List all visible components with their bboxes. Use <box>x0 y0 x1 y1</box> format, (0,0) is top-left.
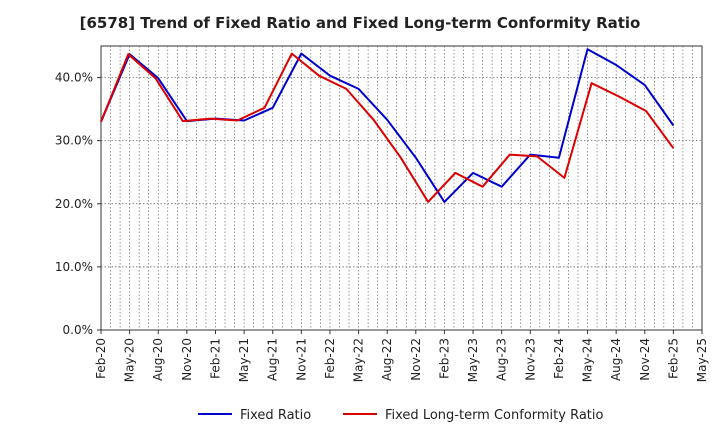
x-tick-label: Aug-24 <box>609 338 623 381</box>
y-tick-label: 20.0% <box>55 197 93 211</box>
x-tick-label: Feb-21 <box>208 338 222 379</box>
x-tick-label: May-23 <box>466 338 480 382</box>
y-tick-label: 10.0% <box>55 260 93 274</box>
y-axis: 0.0% 10.0% 20.0% 30.0% 40.0% <box>55 71 101 337</box>
x-tick-label: Aug-23 <box>495 338 509 381</box>
grid-lines <box>101 46 702 330</box>
x-tick-label: Nov-20 <box>180 338 194 381</box>
x-tick-label: Feb-23 <box>437 338 451 379</box>
x-tick-label: May-21 <box>237 338 251 382</box>
x-tick-label: Feb-25 <box>666 338 680 379</box>
x-tick-label: Aug-22 <box>380 338 394 381</box>
x-tick-label: May-22 <box>352 338 366 382</box>
series-line-2 <box>100 52 675 203</box>
x-tick-label: Nov-24 <box>638 338 652 381</box>
chart-title: [6578] Trend of Fixed Ratio and Fixed Lo… <box>79 14 641 32</box>
x-tick-label: Feb-24 <box>552 338 566 379</box>
y-tick-label: 40.0% <box>55 71 93 85</box>
plot-area <box>100 45 703 331</box>
y-tick-label: 0.0% <box>63 323 94 337</box>
series-lines <box>100 48 675 203</box>
x-tick-label: Aug-20 <box>151 338 165 381</box>
x-tick-label: May-20 <box>123 338 137 382</box>
legend-label-2: Fixed Long-term Conformity Ratio <box>385 408 604 423</box>
x-tick-label: Nov-22 <box>409 338 423 381</box>
x-tick-label: May-24 <box>581 338 595 382</box>
legend-label-1: Fixed Ratio <box>240 408 311 423</box>
x-tick-label: Nov-21 <box>294 338 308 381</box>
x-tick-label: Feb-22 <box>323 338 337 379</box>
x-axis: Feb-20 May-20 Aug-20 Nov-20 Feb-21 May-21 Aug-… <box>94 330 709 382</box>
y-tick-label: 30.0% <box>55 134 93 148</box>
x-tick-label: Nov-23 <box>523 338 537 381</box>
legend: Fixed Ratio Fixed Long-term Conformity Ra… <box>198 408 604 423</box>
x-tick-label: Aug-21 <box>266 338 280 381</box>
x-tick-label: May-25 <box>695 338 709 382</box>
x-tick-label: Feb-20 <box>94 338 108 379</box>
